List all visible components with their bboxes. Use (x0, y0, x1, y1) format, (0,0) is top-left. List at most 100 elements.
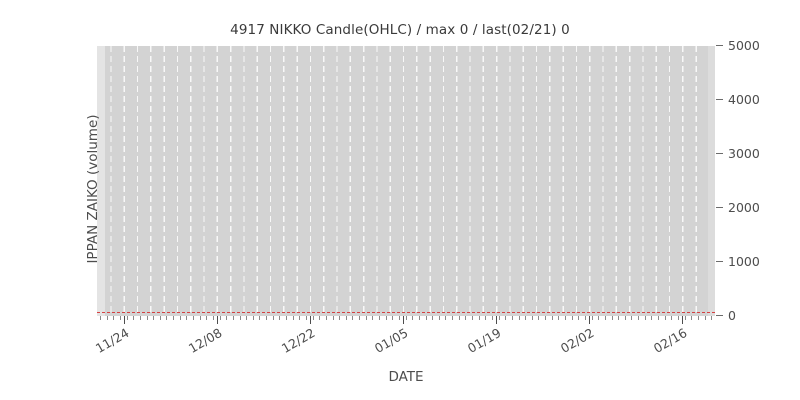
plot-left-padding (97, 46, 105, 316)
y-axis-tick-mark (716, 45, 723, 46)
x-axis-minor-tick (133, 316, 135, 320)
y-axis-tick-label: 0 (716, 308, 786, 323)
x-axis-minor-tick (551, 316, 553, 320)
x-axis-minor-tick (611, 316, 613, 320)
y-axis-tick-text: 5000 (728, 38, 760, 53)
x-axis-minor-tick (405, 316, 407, 320)
x-axis-minor-tick (525, 316, 527, 320)
x-axis-minor-tick (711, 316, 713, 320)
x-axis-minor-tick (571, 316, 573, 320)
x-axis-tick-label: 12/22 (278, 325, 318, 357)
y-axis-tick-mark (716, 261, 723, 262)
x-axis-minor-tick (312, 316, 314, 320)
x-axis-minor-tick (697, 316, 699, 320)
x-axis-minor-tick (485, 316, 487, 320)
x-axis-tick-label: 01/05 (371, 325, 411, 357)
x-axis-minor-tick (591, 316, 593, 320)
x-axis-minor-tick (272, 316, 274, 320)
x-axis-minor-tick (565, 316, 566, 320)
x-axis-minor-tick (359, 316, 361, 320)
y-axis-tick-text: 3000 (728, 146, 760, 161)
x-axis-ticks (97, 316, 715, 325)
x-axis-minor-tick (644, 316, 646, 320)
x-axis-minor-tick (325, 316, 327, 320)
x-axis-minor-tick (352, 316, 354, 320)
x-axis-minor-tick (153, 316, 155, 320)
x-axis-minor-tick (458, 316, 460, 320)
chart-title: 4917 NIKKO Candle(OHLC) / max 0 / last(0… (230, 22, 570, 38)
x-axis-minor-tick (113, 316, 115, 320)
x-axis-minor-tick (385, 316, 387, 320)
x-axis-minor-tick (199, 316, 201, 320)
x-axis-minor-tick (538, 316, 540, 320)
x-axis-minor-tick (146, 316, 148, 320)
x-axis-minor-tick (206, 316, 208, 320)
x-axis-major-tick (310, 316, 311, 324)
x-axis-minor-tick (624, 316, 626, 320)
x-axis-minor-tick (299, 316, 301, 320)
x-axis-minor-tick (226, 316, 228, 320)
x-axis-minor-tick (438, 316, 440, 320)
x-axis-minor-tick (398, 316, 400, 320)
x-axis-minor-tick (259, 316, 261, 320)
x-axis-minor-tick (365, 316, 367, 320)
x-axis-minor-tick (472, 316, 473, 320)
y-axis-tick-label: 3000 (716, 146, 786, 161)
x-axis-minor-tick (618, 316, 620, 320)
x-axis-minor-tick (558, 316, 560, 320)
x-axis-minor-tick (106, 316, 108, 320)
x-axis-minor-tick (372, 316, 374, 320)
x-axis-minor-tick (345, 316, 347, 320)
x-axis-minor-tick (212, 316, 214, 320)
x-axis-minor-tick (445, 316, 447, 320)
y-axis-tick-mark (716, 207, 723, 208)
x-axis-major-tick (217, 316, 218, 324)
y-axis-title: IPPAN ZAIKO (volume) (85, 114, 101, 264)
x-axis-minor-tick (638, 316, 640, 320)
x-axis-minor-tick (292, 316, 294, 320)
x-axis-major-tick (589, 316, 590, 324)
x-axis-minor-tick (545, 316, 547, 320)
x-axis-minor-tick (684, 316, 686, 320)
zero-value-series-line (97, 312, 715, 313)
plot-area[interactable] (97, 46, 715, 316)
x-axis-minor-tick (704, 316, 706, 320)
x-axis-tick-label: 01/19 (464, 325, 504, 357)
x-axis-minor-tick (139, 316, 141, 320)
x-axis-minor-tick (651, 316, 653, 320)
x-axis-minor-tick (452, 316, 454, 320)
x-axis-minor-tick (339, 316, 341, 320)
x-axis-minor-tick (664, 316, 666, 320)
x-axis-title: DATE (388, 369, 424, 385)
x-axis-minor-tick (511, 316, 513, 320)
x-axis-minor-tick (252, 316, 254, 320)
x-axis-tick-label: 11/24 (92, 325, 132, 357)
y-axis-tick-text: 0 (728, 308, 736, 323)
x-axis-minor-tick (219, 316, 221, 320)
x-axis-minor-tick (239, 316, 241, 320)
x-axis-minor-tick (432, 316, 434, 320)
x-axis-minor-tick (671, 316, 673, 320)
x-axis-minor-tick (286, 316, 287, 320)
x-axis-minor-tick (159, 316, 161, 320)
y-axis-tick-label: 4000 (716, 92, 786, 107)
y-axis-tick-mark (716, 153, 723, 154)
x-axis-minor-tick (531, 316, 533, 320)
x-axis-minor-tick (518, 316, 520, 320)
x-axis-major-tick (496, 316, 497, 324)
x-axis-major-tick (682, 316, 683, 324)
x-axis-minor-tick (478, 316, 480, 320)
x-axis-minor-tick (193, 316, 194, 320)
y-axis-tick-label: 2000 (716, 200, 786, 215)
y-axis-tick-mark (716, 315, 723, 316)
x-axis-minor-tick (491, 316, 493, 320)
x-axis-major-tick (403, 316, 404, 324)
y-axis-tick-label: 5000 (716, 38, 786, 53)
x-axis-minor-tick (584, 316, 586, 320)
x-axis-major-tick (124, 316, 125, 324)
x-axis-minor-tick (119, 316, 121, 320)
x-axis-minor-tick (658, 316, 659, 320)
x-axis-minor-tick (578, 316, 580, 320)
plot-right-padding (708, 46, 715, 316)
x-axis-minor-tick (266, 316, 268, 320)
